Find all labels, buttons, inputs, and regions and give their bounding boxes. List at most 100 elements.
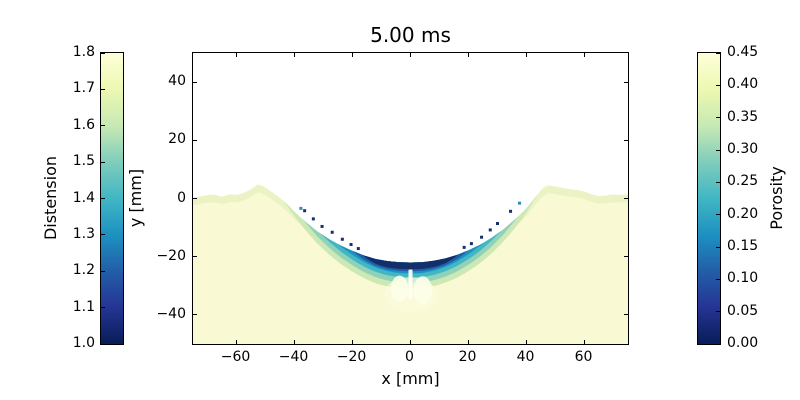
colorbar-tick-mark [101, 307, 105, 309]
x-tick-mark [294, 53, 295, 57]
wall-speck-8 [518, 201, 522, 205]
colorbar-tick-label: 1.5 [72, 153, 95, 170]
x-tick-label: −40 [278, 349, 309, 365]
wall-speck-7 [356, 247, 360, 251]
colorbar-tick-label: 1.3 [72, 225, 95, 242]
colorbar-tick-mark [101, 198, 105, 199]
colorbar-tick-mark [716, 343, 720, 345]
y-tick-mark [193, 81, 197, 83]
colorbar-tick-label: 1.2 [72, 262, 95, 279]
colorbar-tick-mark [101, 88, 105, 90]
colorbar-tick-label: 0.45 [727, 44, 759, 60]
colorbar-tick-mark [101, 161, 105, 163]
x-tick-mark [352, 53, 353, 57]
colorbar-tick-label: 0.00 [727, 335, 759, 351]
y-axis-label: y [mm] [125, 168, 145, 228]
colorbar-distension-tick-labels: 1.8 1.7 1.6 1.5 1.4 1.3 1.2 1.1 1.0 [45, 44, 95, 351]
colorbar-tick-label: 0.05 [727, 302, 759, 319]
wall-speck-0 [299, 206, 303, 210]
colorbar-tick-mark [101, 52, 105, 54]
compaction-layer-5 [352, 250, 469, 272]
compaction-layer-6 [362, 254, 459, 270]
compaction-layer-1 [282, 193, 539, 289]
colorbar-porosity-gradient [698, 53, 720, 344]
heatmap-canvas [193, 184, 628, 344]
colorbar-tick-mark [716, 311, 720, 313]
wall-speck-12 [480, 235, 484, 239]
colorbar-label-porosity: Porosity [766, 166, 786, 230]
colorbar-tick-label: 0.35 [727, 108, 759, 125]
compaction-layer-2 [303, 216, 518, 283]
y-tick-mark [624, 256, 628, 258]
x-tick-mark [352, 340, 353, 344]
colorbar-tick-label: 0.15 [727, 238, 759, 254]
x-axis-label: x [mm] [381, 369, 440, 388]
colorbar-tick-label: 1.4 [72, 189, 95, 206]
compaction-layer-4 [338, 243, 483, 274]
wall-speck-13 [469, 242, 473, 246]
y-tick-mark [193, 198, 197, 199]
y-tick-label: −40 [156, 305, 186, 322]
x-tick-mark [294, 340, 295, 344]
y-tick-label: 0 [177, 189, 186, 206]
colorbar-tick-label: 0.40 [727, 76, 759, 93]
colorbar-tick-mark [101, 343, 105, 345]
y-axis-tick-labels: 40 20 0 −20 −40 [126, 52, 186, 343]
wall-speck-3 [320, 224, 324, 228]
colorbar-label-distension: Distension [40, 155, 60, 241]
x-tick-mark [236, 340, 237, 344]
colorbar-tick-label: 1.0 [72, 335, 95, 351]
x-tick-mark [236, 53, 237, 57]
colorbar-tick-mark [716, 149, 720, 151]
colorbar-tick-label: 0.25 [727, 173, 759, 190]
colorbar-tick-mark [716, 246, 720, 248]
colorbar-tick-label: 0.10 [727, 270, 759, 287]
x-tick-label: 60 [574, 349, 593, 365]
colorbar-tick-mark [101, 234, 105, 236]
colorbar-distension [100, 52, 124, 345]
y-tick-mark [624, 314, 628, 316]
colorbar-porosity-tick-labels: 0.45 0.40 0.35 0.30 0.25 0.20 0.15 0.10 0.05 0.00 [727, 44, 777, 351]
colorbar-tick-mark [716, 117, 720, 119]
y-tick-mark [193, 314, 197, 316]
central-jet-streak [408, 269, 413, 299]
x-tick-mark [526, 53, 527, 57]
wall-speck-1 [303, 209, 307, 213]
colorbar-porosity [697, 52, 721, 345]
x-axis-tick-labels: −60 −40 −20 0 20 40 60 [192, 348, 629, 366]
x-tick-mark [468, 340, 469, 344]
y-tick-mark [624, 81, 628, 83]
x-tick-mark [526, 340, 527, 344]
x-tick-mark [584, 340, 585, 344]
y-tick-label: 40 [168, 73, 186, 90]
wall-speck-9 [509, 209, 513, 213]
x-tick-label: −20 [336, 349, 367, 365]
colorbar-tick-label: 1.8 [72, 44, 95, 60]
colorbar-tick-mark [716, 214, 720, 216]
x-tick-label: 20 [458, 349, 477, 365]
colorbar-tick-label: 1.6 [72, 116, 95, 133]
colorbar-tick-mark [101, 270, 105, 272]
y-tick-label: 20 [168, 131, 186, 148]
compaction-layer-0 [193, 184, 628, 271]
colorbar-tick-mark [716, 52, 720, 54]
colorbar-tick-label: 1.1 [72, 298, 95, 315]
x-tick-label: 40 [516, 349, 535, 365]
colorbar-tick-mark [101, 125, 105, 127]
compaction-layer-3 [320, 231, 501, 278]
y-tick-label: −20 [156, 247, 186, 264]
x-tick-mark [410, 340, 411, 344]
x-tick-label: −60 [220, 349, 251, 365]
colorbar-tick-label: 1.7 [72, 80, 95, 97]
wall-speck-10 [496, 222, 499, 226]
y-tick-mark [624, 198, 628, 199]
colorbar-distension-gradient [101, 53, 123, 344]
colorbar-tick-label: 0.20 [727, 205, 759, 222]
wall-speck-4 [330, 230, 334, 234]
x-tick-mark [468, 53, 469, 57]
subsurface-plume-2 [413, 276, 432, 305]
y-tick-mark [624, 139, 628, 141]
colorbar-tick-mark [716, 84, 720, 86]
x-tick-label: 0 [405, 349, 414, 365]
colorbar-tick-mark [716, 181, 720, 183]
